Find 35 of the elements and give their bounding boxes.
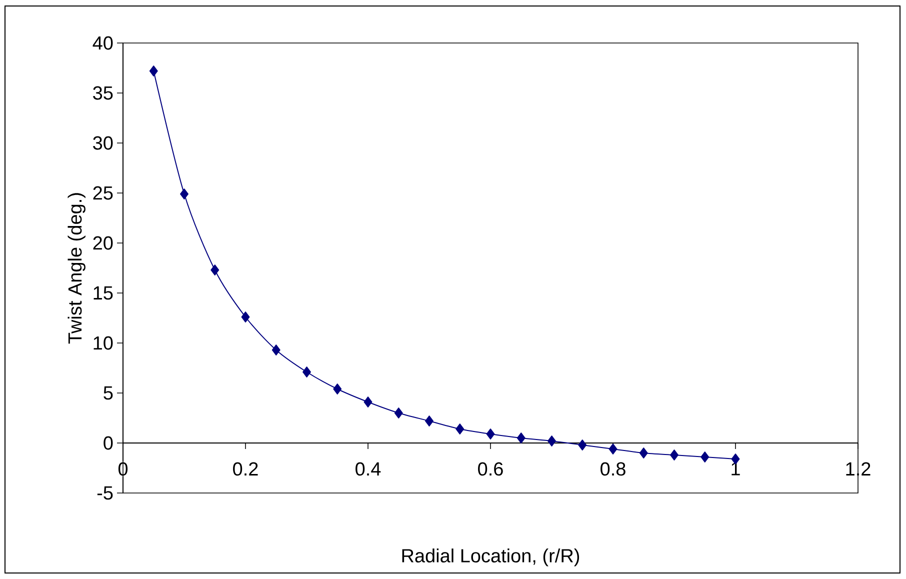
point	[456, 424, 464, 434]
point	[486, 428, 495, 440]
point	[149, 65, 158, 76]
point	[180, 188, 188, 200]
point	[333, 384, 342, 394]
point	[639, 448, 648, 458]
y-tick-label: 30	[93, 136, 113, 150]
x-axis-title: Radial Location, (r/R)	[402, 548, 580, 566]
y-axis-title: Twist Angle (deg.)	[68, 193, 86, 344]
x-tick-label: 0.4	[356, 462, 381, 476]
y-tick-label: 0	[104, 436, 113, 450]
point	[516, 432, 526, 444]
y-tick-label: 15	[94, 286, 113, 300]
point	[608, 444, 618, 454]
x-tick-label: 0.8	[600, 462, 626, 476]
point	[700, 452, 710, 462]
point	[241, 312, 250, 322]
point	[272, 344, 280, 356]
point	[670, 450, 679, 460]
y-tick-label: 5	[104, 386, 113, 400]
point	[425, 416, 434, 426]
y-tick-label: 40	[92, 36, 113, 50]
point	[394, 408, 403, 418]
point	[210, 264, 220, 276]
y-tick-label: 25	[93, 186, 113, 200]
y-tick-label: 20	[93, 236, 113, 250]
point	[364, 396, 372, 408]
point	[578, 440, 587, 450]
y-tick-label: -5	[97, 486, 113, 500]
point	[548, 436, 556, 446]
x-tick-label: 0.6	[478, 462, 503, 476]
point	[302, 366, 311, 378]
y-tick-label: 10	[94, 336, 113, 350]
x-tick-label: 0.2	[233, 462, 258, 476]
y-tick-label: 35	[93, 86, 113, 100]
